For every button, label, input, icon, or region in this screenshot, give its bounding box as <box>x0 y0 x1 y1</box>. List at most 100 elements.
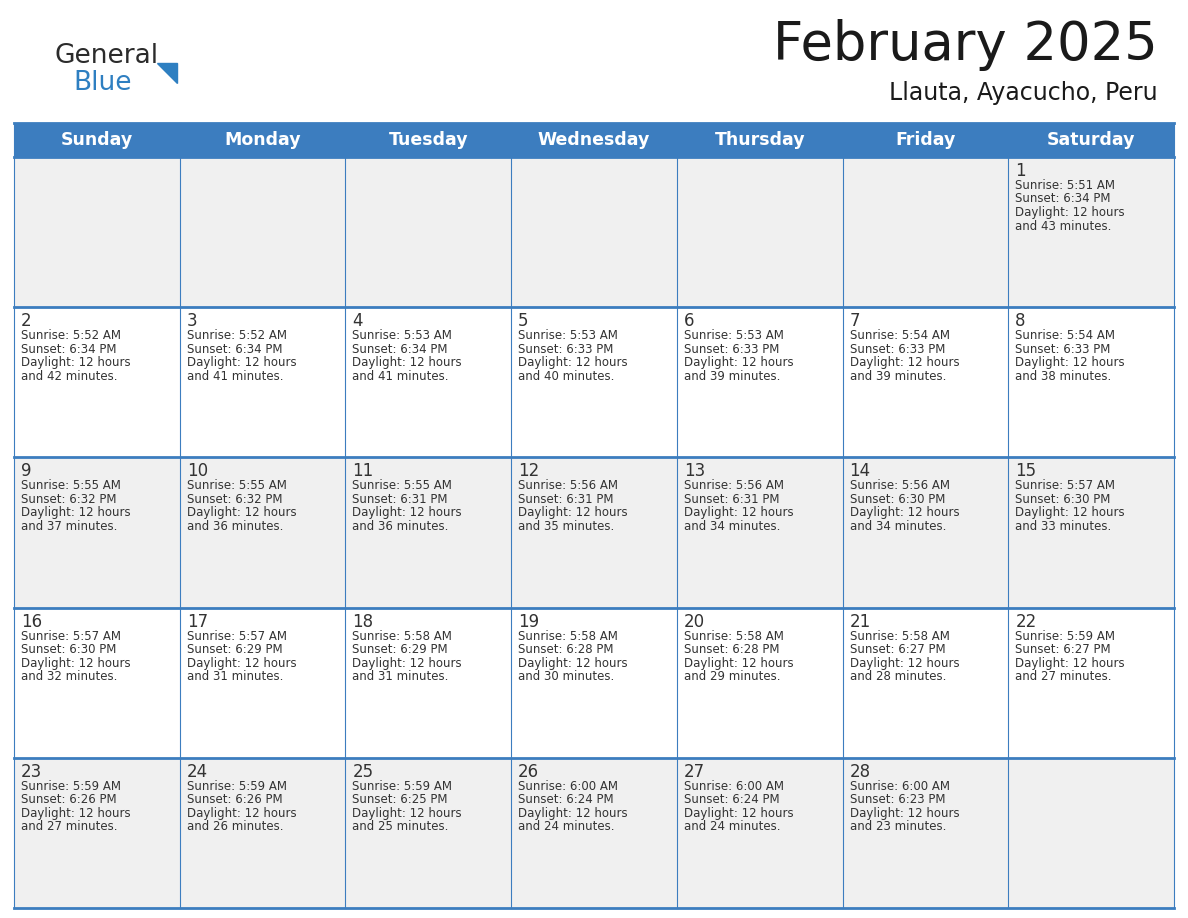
Text: Sunrise: 5:56 AM: Sunrise: 5:56 AM <box>518 479 618 492</box>
Text: Wednesday: Wednesday <box>538 131 650 149</box>
Text: Sunrise: 5:57 AM: Sunrise: 5:57 AM <box>187 630 286 643</box>
Text: Daylight: 12 hours: Daylight: 12 hours <box>849 356 959 369</box>
Text: 22: 22 <box>1016 612 1037 631</box>
Text: Daylight: 12 hours: Daylight: 12 hours <box>353 656 462 669</box>
Text: Sunrise: 5:59 AM: Sunrise: 5:59 AM <box>21 779 121 793</box>
Text: Sunset: 6:25 PM: Sunset: 6:25 PM <box>353 793 448 806</box>
Text: Sunrise: 5:52 AM: Sunrise: 5:52 AM <box>187 330 286 342</box>
Text: Daylight: 12 hours: Daylight: 12 hours <box>684 656 794 669</box>
Text: and 37 minutes.: and 37 minutes. <box>21 520 118 533</box>
Text: 4: 4 <box>353 312 362 330</box>
Text: Sunrise: 5:58 AM: Sunrise: 5:58 AM <box>353 630 453 643</box>
Text: 25: 25 <box>353 763 373 781</box>
Text: Daylight: 12 hours: Daylight: 12 hours <box>21 807 131 820</box>
Text: Daylight: 12 hours: Daylight: 12 hours <box>518 807 627 820</box>
Text: Sunset: 6:27 PM: Sunset: 6:27 PM <box>849 644 946 656</box>
Text: Sunrise: 5:51 AM: Sunrise: 5:51 AM <box>1016 179 1116 192</box>
Text: 12: 12 <box>518 463 539 480</box>
Text: and 39 minutes.: and 39 minutes. <box>849 370 946 383</box>
Text: Sunrise: 5:53 AM: Sunrise: 5:53 AM <box>684 330 784 342</box>
Text: 11: 11 <box>353 463 374 480</box>
Text: and 27 minutes.: and 27 minutes. <box>1016 670 1112 683</box>
Text: Sunrise: 6:00 AM: Sunrise: 6:00 AM <box>684 779 784 793</box>
Text: Tuesday: Tuesday <box>388 131 468 149</box>
Text: Sunrise: 5:52 AM: Sunrise: 5:52 AM <box>21 330 121 342</box>
Text: Sunrise: 5:56 AM: Sunrise: 5:56 AM <box>684 479 784 492</box>
Text: Sunrise: 5:53 AM: Sunrise: 5:53 AM <box>518 330 618 342</box>
Text: and 42 minutes.: and 42 minutes. <box>21 370 118 383</box>
Text: 10: 10 <box>187 463 208 480</box>
Text: Sunrise: 5:54 AM: Sunrise: 5:54 AM <box>849 330 949 342</box>
Text: and 28 minutes.: and 28 minutes. <box>849 670 946 683</box>
Text: and 31 minutes.: and 31 minutes. <box>353 670 449 683</box>
Text: 15: 15 <box>1016 463 1036 480</box>
Text: Sunset: 6:33 PM: Sunset: 6:33 PM <box>518 342 613 355</box>
Text: Sunset: 6:30 PM: Sunset: 6:30 PM <box>1016 493 1111 506</box>
Text: Daylight: 12 hours: Daylight: 12 hours <box>21 356 131 369</box>
Text: Daylight: 12 hours: Daylight: 12 hours <box>187 807 296 820</box>
Text: 19: 19 <box>518 612 539 631</box>
Text: Sunset: 6:34 PM: Sunset: 6:34 PM <box>187 342 283 355</box>
Text: Sunrise: 5:59 AM: Sunrise: 5:59 AM <box>187 779 286 793</box>
Text: Daylight: 12 hours: Daylight: 12 hours <box>187 656 296 669</box>
Text: Sunset: 6:31 PM: Sunset: 6:31 PM <box>684 493 779 506</box>
Text: Sunday: Sunday <box>61 131 133 149</box>
Text: Daylight: 12 hours: Daylight: 12 hours <box>849 507 959 520</box>
Text: Daylight: 12 hours: Daylight: 12 hours <box>684 356 794 369</box>
Text: 21: 21 <box>849 612 871 631</box>
Text: and 41 minutes.: and 41 minutes. <box>353 370 449 383</box>
Text: and 25 minutes.: and 25 minutes. <box>353 821 449 834</box>
Text: Daylight: 12 hours: Daylight: 12 hours <box>684 507 794 520</box>
Text: and 27 minutes.: and 27 minutes. <box>21 821 118 834</box>
Text: 17: 17 <box>187 612 208 631</box>
Text: and 35 minutes.: and 35 minutes. <box>518 520 614 533</box>
Text: Sunset: 6:23 PM: Sunset: 6:23 PM <box>849 793 946 806</box>
Text: and 33 minutes.: and 33 minutes. <box>1016 520 1112 533</box>
Text: Sunset: 6:31 PM: Sunset: 6:31 PM <box>518 493 614 506</box>
Text: February 2025: February 2025 <box>773 19 1158 71</box>
Text: and 32 minutes.: and 32 minutes. <box>21 670 118 683</box>
Text: Sunset: 6:33 PM: Sunset: 6:33 PM <box>1016 342 1111 355</box>
Text: Daylight: 12 hours: Daylight: 12 hours <box>518 356 627 369</box>
Text: 20: 20 <box>684 612 704 631</box>
Text: Sunrise: 5:58 AM: Sunrise: 5:58 AM <box>684 630 784 643</box>
Text: 14: 14 <box>849 463 871 480</box>
Text: and 24 minutes.: and 24 minutes. <box>518 821 614 834</box>
Text: Sunset: 6:34 PM: Sunset: 6:34 PM <box>353 342 448 355</box>
Text: 13: 13 <box>684 463 706 480</box>
Bar <box>14 457 1174 608</box>
Text: Sunrise: 5:53 AM: Sunrise: 5:53 AM <box>353 330 453 342</box>
Text: Sunrise: 5:57 AM: Sunrise: 5:57 AM <box>21 630 121 643</box>
Text: and 36 minutes.: and 36 minutes. <box>187 520 283 533</box>
Text: and 34 minutes.: and 34 minutes. <box>684 520 781 533</box>
Text: Sunset: 6:33 PM: Sunset: 6:33 PM <box>684 342 779 355</box>
Text: Llauta, Ayacucho, Peru: Llauta, Ayacucho, Peru <box>890 81 1158 105</box>
Text: Daylight: 12 hours: Daylight: 12 hours <box>849 656 959 669</box>
Text: Daylight: 12 hours: Daylight: 12 hours <box>1016 206 1125 219</box>
Text: Sunset: 6:34 PM: Sunset: 6:34 PM <box>21 342 116 355</box>
Text: and 38 minutes.: and 38 minutes. <box>1016 370 1112 383</box>
Text: Friday: Friday <box>896 131 955 149</box>
Text: Sunrise: 5:55 AM: Sunrise: 5:55 AM <box>187 479 286 492</box>
Text: Sunset: 6:32 PM: Sunset: 6:32 PM <box>21 493 116 506</box>
Text: Sunset: 6:24 PM: Sunset: 6:24 PM <box>518 793 614 806</box>
Text: and 40 minutes.: and 40 minutes. <box>518 370 614 383</box>
Text: Sunset: 6:31 PM: Sunset: 6:31 PM <box>353 493 448 506</box>
Text: Thursday: Thursday <box>714 131 805 149</box>
Text: Daylight: 12 hours: Daylight: 12 hours <box>1016 356 1125 369</box>
Text: Sunset: 6:26 PM: Sunset: 6:26 PM <box>187 793 283 806</box>
Text: 26: 26 <box>518 763 539 781</box>
Text: Sunset: 6:28 PM: Sunset: 6:28 PM <box>684 644 779 656</box>
Text: Sunrise: 5:55 AM: Sunrise: 5:55 AM <box>21 479 121 492</box>
Text: Sunrise: 5:59 AM: Sunrise: 5:59 AM <box>1016 630 1116 643</box>
Bar <box>14 308 1174 457</box>
Text: 28: 28 <box>849 763 871 781</box>
Text: Sunset: 6:26 PM: Sunset: 6:26 PM <box>21 793 116 806</box>
Text: Sunset: 6:28 PM: Sunset: 6:28 PM <box>518 644 614 656</box>
Text: Sunrise: 5:58 AM: Sunrise: 5:58 AM <box>849 630 949 643</box>
Text: Sunset: 6:27 PM: Sunset: 6:27 PM <box>1016 644 1111 656</box>
Text: and 23 minutes.: and 23 minutes. <box>849 821 946 834</box>
Text: Daylight: 12 hours: Daylight: 12 hours <box>187 356 296 369</box>
Text: Sunrise: 5:55 AM: Sunrise: 5:55 AM <box>353 479 453 492</box>
Text: 5: 5 <box>518 312 529 330</box>
